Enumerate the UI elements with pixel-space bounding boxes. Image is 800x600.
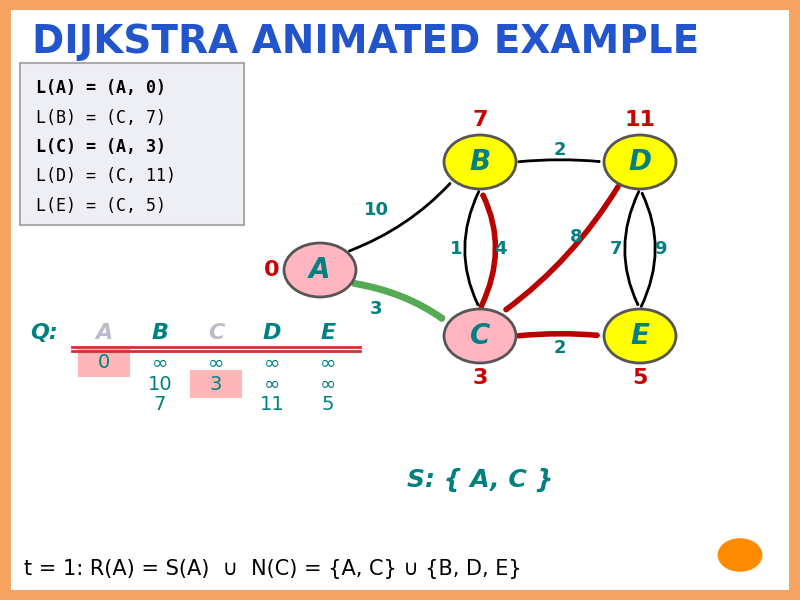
- Text: 7: 7: [154, 395, 166, 415]
- Text: S: { A, C }: S: { A, C }: [407, 468, 553, 492]
- Text: L(C) = (A, 3): L(C) = (A, 3): [36, 138, 166, 156]
- FancyBboxPatch shape: [20, 63, 244, 225]
- Circle shape: [444, 135, 516, 189]
- Text: 5: 5: [632, 368, 648, 388]
- Text: D: D: [262, 323, 282, 343]
- Text: 0: 0: [264, 260, 280, 280]
- Text: 10: 10: [363, 201, 389, 219]
- Text: 11: 11: [625, 110, 655, 130]
- Text: ∞: ∞: [152, 353, 168, 373]
- Text: 5: 5: [322, 395, 334, 415]
- Text: 3: 3: [472, 368, 488, 388]
- FancyArrowPatch shape: [354, 283, 442, 318]
- Text: C: C: [470, 322, 490, 350]
- FancyArrowPatch shape: [465, 191, 478, 305]
- Text: 4: 4: [494, 240, 506, 258]
- FancyArrowPatch shape: [518, 334, 597, 336]
- Text: 9: 9: [654, 240, 666, 258]
- Text: E: E: [320, 323, 336, 343]
- Circle shape: [604, 135, 676, 189]
- Text: 2: 2: [554, 339, 566, 357]
- Text: B: B: [151, 323, 169, 343]
- Text: L(E) = (C, 5): L(E) = (C, 5): [36, 197, 166, 215]
- Text: 10: 10: [148, 374, 172, 394]
- Text: C: C: [208, 323, 224, 343]
- Text: L(D) = (C, 11): L(D) = (C, 11): [36, 167, 176, 185]
- Circle shape: [718, 538, 762, 572]
- Text: 3: 3: [370, 300, 382, 318]
- FancyArrowPatch shape: [518, 160, 599, 162]
- Text: ∞: ∞: [320, 374, 336, 394]
- Text: ∞: ∞: [264, 374, 280, 394]
- Text: 7: 7: [472, 110, 488, 130]
- FancyBboxPatch shape: [190, 370, 242, 398]
- Text: B: B: [470, 148, 490, 176]
- Text: t = 1: R(A) = S(A)  ∪  N(C) = {A, C} ∪ {B, D, E}: t = 1: R(A) = S(A) ∪ N(C) = {A, C} ∪ {B,…: [24, 559, 522, 579]
- Text: ∞: ∞: [264, 353, 280, 373]
- Text: DIJKSTRA ANIMATED EXAMPLE: DIJKSTRA ANIMATED EXAMPLE: [32, 23, 699, 61]
- Text: ∞: ∞: [208, 353, 224, 373]
- Circle shape: [284, 243, 356, 297]
- Text: 7: 7: [610, 240, 622, 258]
- Circle shape: [444, 309, 516, 363]
- FancyArrowPatch shape: [506, 187, 618, 310]
- Circle shape: [604, 309, 676, 363]
- Text: 8: 8: [570, 228, 582, 246]
- Text: 11: 11: [260, 395, 284, 415]
- FancyBboxPatch shape: [78, 349, 130, 377]
- Text: D: D: [629, 148, 651, 176]
- Text: L(B) = (C, 7): L(B) = (C, 7): [36, 109, 166, 127]
- FancyArrowPatch shape: [482, 196, 495, 307]
- Text: 2: 2: [554, 141, 566, 159]
- Text: 3: 3: [210, 374, 222, 394]
- Text: 0: 0: [98, 353, 110, 373]
- FancyArrowPatch shape: [625, 191, 638, 305]
- FancyArrowPatch shape: [350, 184, 450, 251]
- FancyArrowPatch shape: [642, 193, 655, 307]
- Text: A: A: [310, 256, 330, 284]
- Text: 1: 1: [450, 240, 462, 258]
- Text: L(A) = (A, 0): L(A) = (A, 0): [36, 79, 166, 97]
- Text: A: A: [95, 323, 113, 343]
- Text: Q:: Q:: [30, 323, 58, 343]
- Text: E: E: [630, 322, 650, 350]
- Text: ∞: ∞: [320, 353, 336, 373]
